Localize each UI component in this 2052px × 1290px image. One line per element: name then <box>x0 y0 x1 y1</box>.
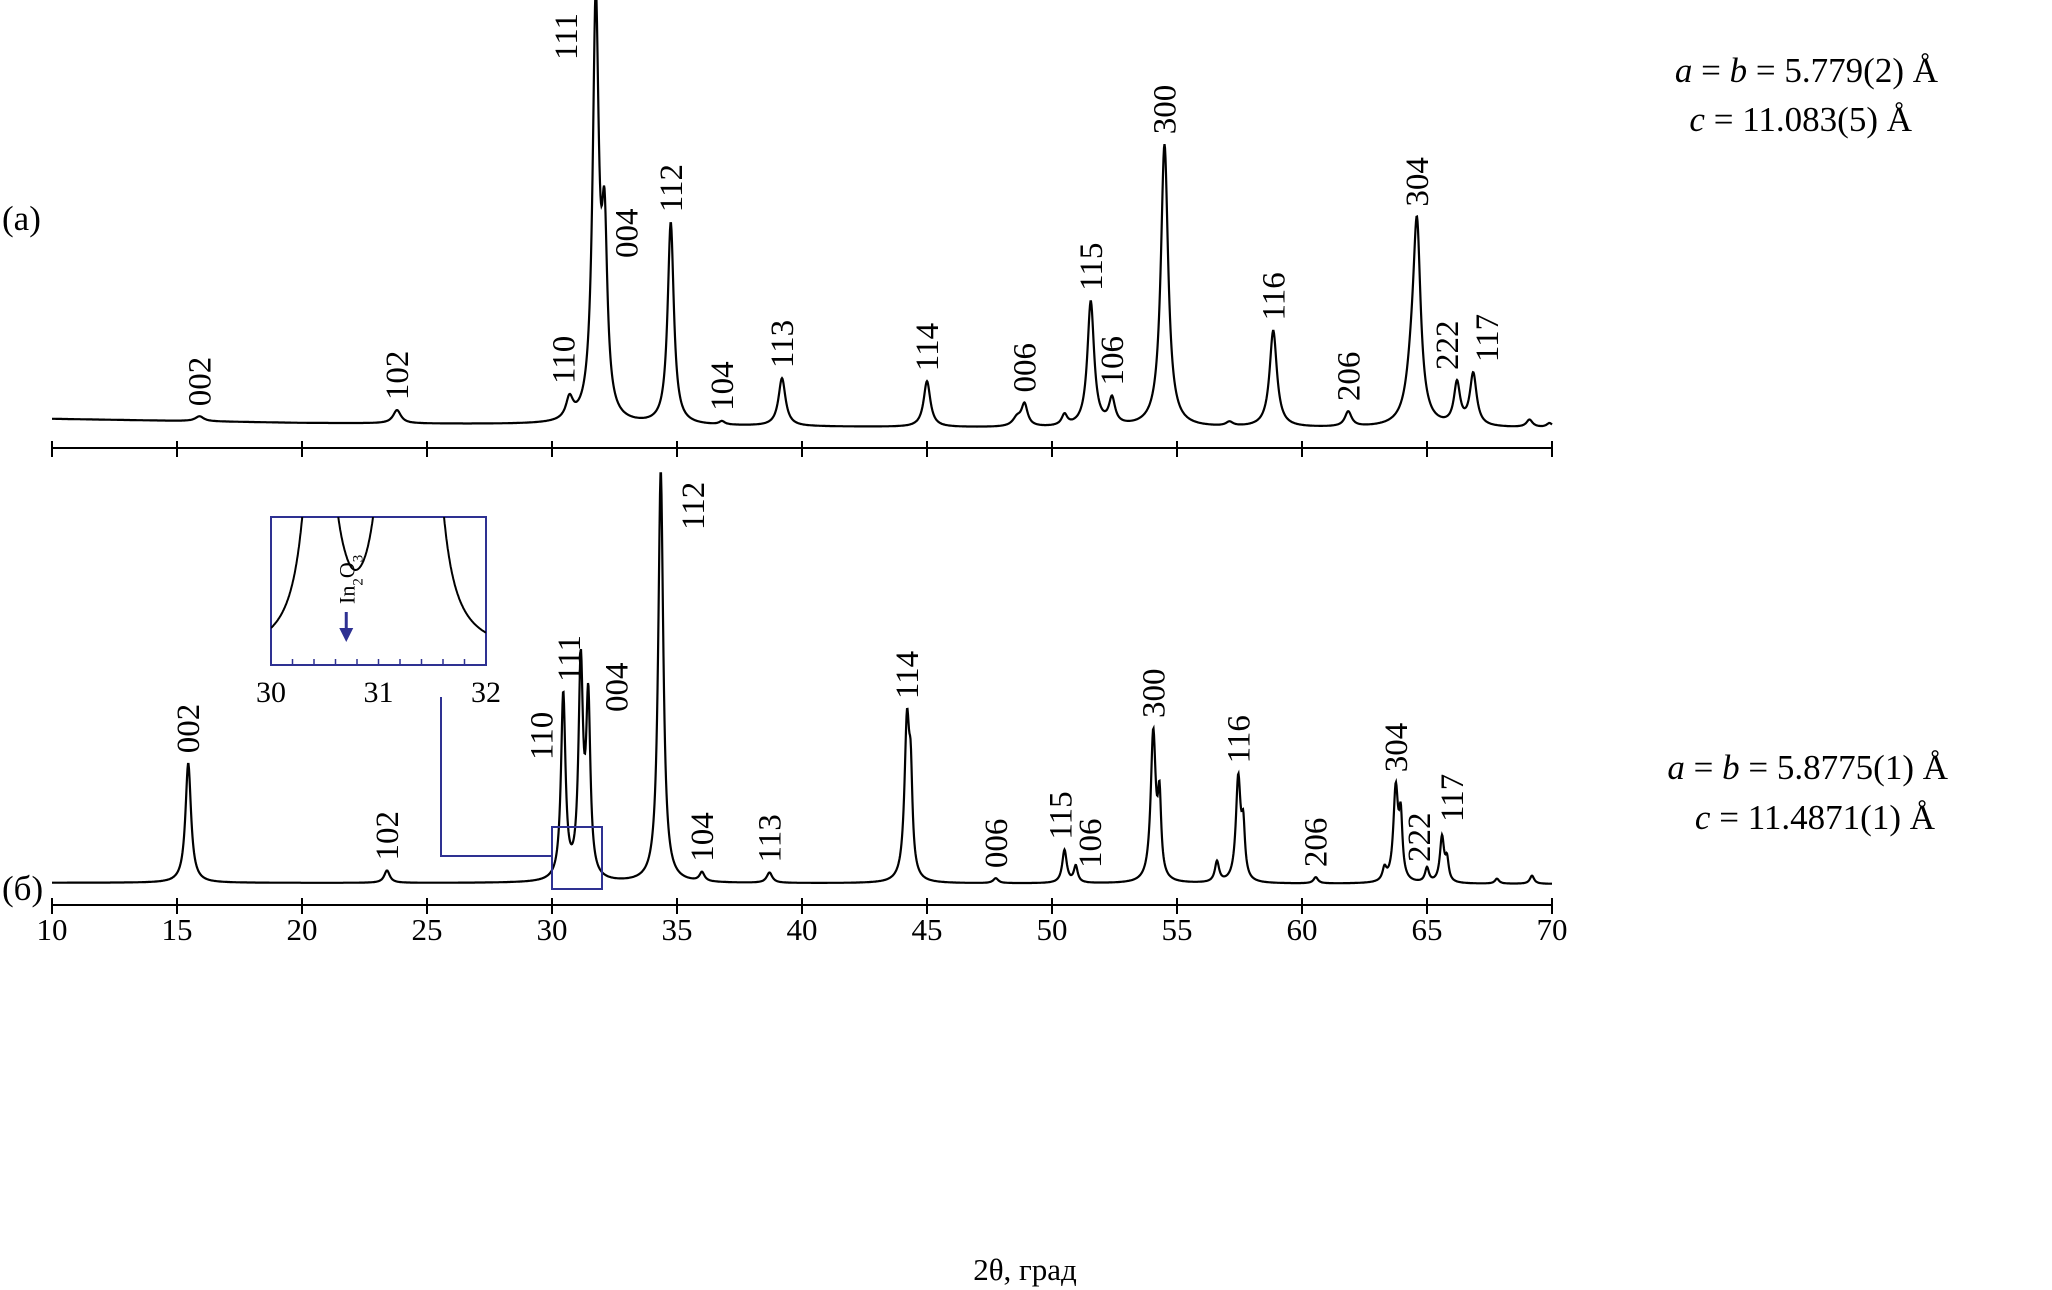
peak-label: 300 <box>1148 85 1184 135</box>
inset-x-tick-label: 31 <box>364 676 394 709</box>
inset-x-ticks <box>270 659 487 665</box>
x-tick-label: 30 <box>537 912 568 947</box>
peak-label: 004 <box>599 663 635 713</box>
down-arrow-icon <box>339 612 354 642</box>
peak-label: 111 <box>549 13 585 60</box>
peak-label: 115 <box>1074 243 1110 291</box>
peak-label: 116 <box>1256 272 1292 320</box>
peak-label: 111 <box>552 635 588 682</box>
peak-label: 300 <box>1136 669 1172 719</box>
peak-label: 206 <box>1331 352 1367 402</box>
x-axis-title: 2θ, град <box>973 1252 1077 1287</box>
x-tick-label: 45 <box>912 912 943 947</box>
peak-label: 002 <box>171 704 207 754</box>
x-tick-label: 40 <box>787 912 818 947</box>
inset-x-tick-labels: 30 31 32 <box>256 676 501 709</box>
inset-plot: 30 31 32 In2O3 <box>256 516 501 709</box>
diffraction-curve-b <box>52 472 1552 885</box>
peak-label: 104 <box>685 812 721 862</box>
x-tick-label: 15 <box>162 912 193 947</box>
peak-label: 304 <box>1400 157 1436 207</box>
lattice-param-c-a: c = 11.083(5) Å <box>1689 100 1912 139</box>
x-tick-label: 65 <box>1412 912 1443 947</box>
lattice-param-ab-a: a = b = 5.779(2) Å <box>1675 51 1939 90</box>
peak-label: 304 <box>1379 723 1415 773</box>
x-tick-labels-b: 10 15 20 25 30 35 40 45 50 55 60 65 70 <box>37 912 1568 947</box>
peak-label: 114 <box>890 651 926 699</box>
peak-label: 112 <box>654 164 690 212</box>
x-ticks-b <box>51 898 1553 914</box>
peak-label: 102 <box>370 811 406 861</box>
peak-label: 113 <box>753 814 789 862</box>
lattice-param-ab-b: a = b = 5.8775(1) Å <box>1667 748 1948 787</box>
peak-label: 114 <box>910 323 946 371</box>
panel-a: (a) a = b = 5.779(2) Å c = 11.083(5) Å 0… <box>2 0 1939 457</box>
diffraction-curve-a <box>52 0 1553 428</box>
peak-label: 112 <box>676 482 712 530</box>
panel-label-b: (б) <box>2 869 43 908</box>
peak-label: 222 <box>1402 813 1438 863</box>
peak-label: 222 <box>1430 321 1466 371</box>
peak-label: 002 <box>183 357 219 407</box>
inset-x-tick-label: 30 <box>256 676 286 709</box>
x-tick-label: 35 <box>662 912 693 947</box>
peak-label: 110 <box>524 712 560 760</box>
peak-label: 206 <box>1299 818 1335 868</box>
lattice-param-c-b: c = 11.4871(1) Å <box>1695 798 1936 837</box>
in2o3-annotation: In2O3 <box>334 555 366 604</box>
peak-label: 115 <box>1044 791 1080 839</box>
x-ticks-a <box>51 441 1553 457</box>
peak-label: 116 <box>1221 715 1257 763</box>
panel-b: (б) a = b = 5.8775(1) Å c = 11.4871(1) Å… <box>2 472 1949 1287</box>
zoom-window <box>551 826 603 890</box>
panel-label-a: (a) <box>2 199 41 238</box>
peak-label: 113 <box>765 320 801 368</box>
peak-label: 102 <box>380 351 416 401</box>
x-tick-label: 25 <box>412 912 443 947</box>
x-tick-label: 60 <box>1287 912 1318 947</box>
x-tick-label: 10 <box>37 912 68 947</box>
peak-label: 106 <box>1073 819 1109 869</box>
peak-label: 110 <box>547 336 583 384</box>
peak-label: 104 <box>705 361 741 411</box>
x-tick-label: 70 <box>1537 912 1568 947</box>
x-tick-label: 20 <box>287 912 318 947</box>
x-tick-label: 55 <box>1162 912 1193 947</box>
peak-label: 117 <box>1470 314 1506 362</box>
inset-curve <box>271 517 486 634</box>
inset-x-tick-label: 32 <box>471 676 501 709</box>
zoom-connector-line <box>440 697 552 857</box>
peak-label: 004 <box>610 209 646 259</box>
inset-frame <box>270 516 487 666</box>
peak-label: 106 <box>1095 336 1131 386</box>
peak-label: 006 <box>1008 343 1044 393</box>
peak-label: 117 <box>1435 774 1471 822</box>
x-tick-label: 50 <box>1037 912 1068 947</box>
arrow-head <box>339 628 354 642</box>
peak-label: 006 <box>979 819 1015 869</box>
